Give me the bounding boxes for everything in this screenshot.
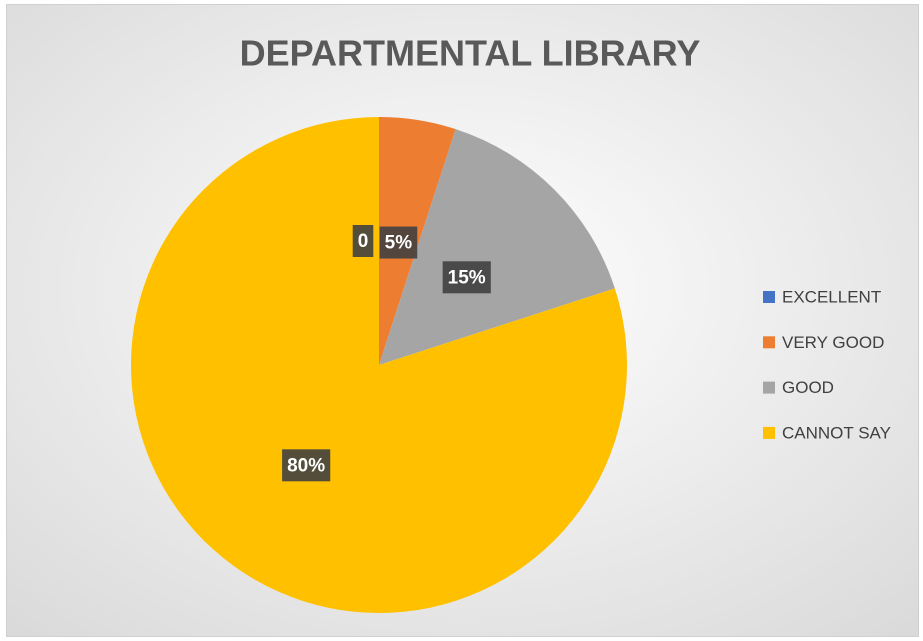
legend-label: EXCELLENT xyxy=(782,287,881,306)
data-label-text: 0 xyxy=(358,231,369,252)
data-labels: 0 5% 15% 80% xyxy=(282,225,491,482)
data-label: 0 xyxy=(352,225,374,257)
data-label-text: 5% xyxy=(385,233,413,254)
legend-swatch xyxy=(763,336,775,349)
legend-label: VERY GOOD xyxy=(782,333,884,352)
pie-slice xyxy=(379,117,456,365)
data-label: 15% xyxy=(442,261,491,294)
pie xyxy=(130,117,627,613)
data-label-box xyxy=(352,225,374,257)
legend-swatch xyxy=(763,291,775,303)
legend-swatch xyxy=(763,381,775,394)
data-label-box xyxy=(379,226,418,259)
data-label-box xyxy=(282,449,331,482)
data-label-text: 15% xyxy=(448,267,486,288)
chart-title: DEPARTMENTAL LIBRARY xyxy=(240,33,701,74)
pie-slice xyxy=(130,117,627,613)
data-label: 80% xyxy=(282,449,331,482)
legend-label: CANNOT SAY xyxy=(782,423,891,442)
pie-slice xyxy=(379,129,615,365)
data-label-text: 80% xyxy=(287,455,325,476)
data-label-box xyxy=(442,261,491,294)
data-label: 5% xyxy=(379,226,418,259)
legend-label: GOOD xyxy=(782,378,834,397)
legend: EXCELLENT VERY GOOD GOOD CANNOT SAY xyxy=(763,287,891,442)
legend-swatch xyxy=(763,426,775,439)
